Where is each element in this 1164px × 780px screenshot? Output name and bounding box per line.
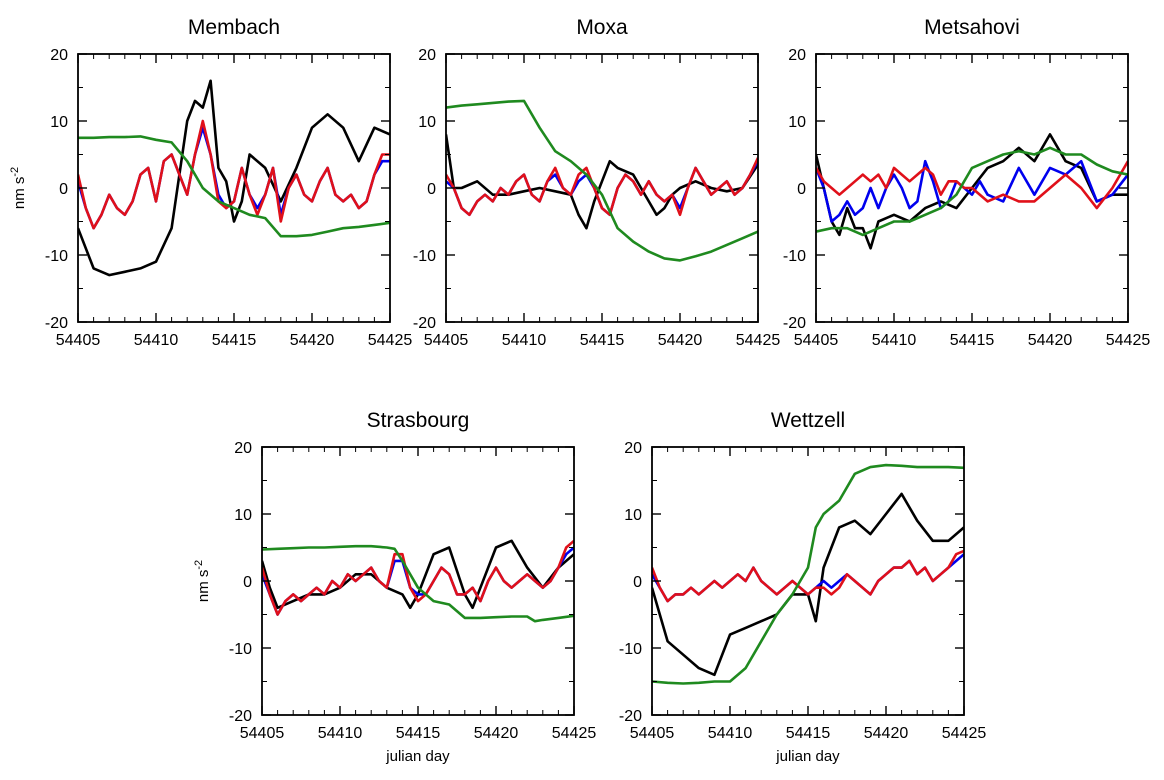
y-tick-label: -20 bbox=[413, 315, 436, 332]
x-tick-label: 54425 bbox=[942, 725, 987, 742]
y-tick-label: 0 bbox=[59, 181, 68, 198]
series-line-green bbox=[816, 146, 1128, 237]
y-tick-label: -10 bbox=[45, 248, 68, 265]
y-tick-label: -20 bbox=[229, 708, 252, 725]
x-tick-label: 54405 bbox=[424, 332, 469, 349]
series-line-red bbox=[816, 160, 1128, 210]
panel-strasbourg: Strasbourg 54405 54410 54415 54420 54425 -20 -1… bbox=[193, 409, 596, 765]
series-group bbox=[446, 99, 758, 262]
chart-title: Metsahovi bbox=[924, 16, 1020, 39]
x-tick-label: 54420 bbox=[658, 332, 703, 349]
x-tick-label: 54405 bbox=[630, 725, 675, 742]
y-tick-label: 20 bbox=[50, 47, 68, 64]
series-line-blue bbox=[816, 159, 1128, 223]
series-line-green bbox=[78, 135, 390, 238]
x-tick-label: 54405 bbox=[240, 725, 285, 742]
y-tick-label: 20 bbox=[624, 440, 642, 457]
series-line-green bbox=[652, 463, 964, 685]
plot-frame bbox=[77, 53, 391, 323]
x-tick-label: 54420 bbox=[1028, 332, 1073, 349]
x-tick-label: 54410 bbox=[134, 332, 179, 349]
x-tick-label: 54415 bbox=[396, 725, 441, 742]
y-tick-label: 10 bbox=[624, 507, 642, 524]
x-tick-label: 54425 bbox=[368, 332, 413, 349]
series-group bbox=[78, 79, 390, 277]
y-tick-label: 10 bbox=[234, 507, 252, 524]
y-axis-label: nm s-2 bbox=[193, 560, 212, 602]
x-tick-label: 54405 bbox=[794, 332, 839, 349]
x-tick-label: 54415 bbox=[580, 332, 625, 349]
x-tick-label: 54405 bbox=[56, 332, 101, 349]
y-tick-label: -10 bbox=[619, 641, 642, 658]
y-tick-label: 10 bbox=[50, 114, 68, 131]
x-tick-label: 54425 bbox=[1106, 332, 1151, 349]
series-line-black bbox=[652, 492, 964, 677]
series-line-blue bbox=[262, 546, 574, 616]
y-tick-label: -20 bbox=[45, 315, 68, 332]
series-line-black bbox=[78, 79, 390, 277]
series-group bbox=[262, 539, 574, 623]
series-line-red bbox=[652, 549, 964, 603]
x-tick-label: 54410 bbox=[502, 332, 547, 349]
y-axis-label: nm s-2 bbox=[9, 167, 28, 209]
series-line-red bbox=[446, 157, 758, 217]
x-tick-label: 54415 bbox=[950, 332, 995, 349]
plot-frame bbox=[651, 446, 965, 716]
y-tick-label: -20 bbox=[783, 315, 806, 332]
y-tick-label: 10 bbox=[788, 114, 806, 131]
y-tick-label: -10 bbox=[229, 641, 252, 658]
panel-metsahovi: Metsahovi 54405 54410 54415 54420 54425 -20 -10… bbox=[783, 16, 1150, 349]
panel-membach: Membach 54405 54410 54415 54420 54425 -20 -10 0 1… bbox=[9, 16, 412, 349]
x-tick-label: 54410 bbox=[708, 725, 753, 742]
chart-title: Wettzell bbox=[771, 409, 845, 432]
panel-moxa: Moxa 54405 54410 54415 54420 54425 -20 -10 0 10 20 bbox=[413, 16, 780, 349]
x-tick-label: 54410 bbox=[872, 332, 917, 349]
series-line-red bbox=[262, 539, 574, 616]
y-tick-label: 0 bbox=[243, 574, 252, 591]
series-line-black bbox=[446, 134, 758, 230]
x-axis-label: julian day bbox=[385, 748, 450, 765]
series-group bbox=[652, 463, 964, 685]
y-tick-label: -20 bbox=[619, 708, 642, 725]
chart-title: Moxa bbox=[576, 16, 628, 39]
y-tick-label: 20 bbox=[418, 47, 436, 64]
y-tick-label: 0 bbox=[427, 181, 436, 198]
x-tick-label: 54420 bbox=[290, 332, 335, 349]
x-tick-label: 54425 bbox=[736, 332, 781, 349]
y-tick-label: 20 bbox=[788, 47, 806, 64]
y-tick-label: 10 bbox=[418, 114, 436, 131]
y-tick-label: 20 bbox=[234, 440, 252, 457]
x-tick-label: 54420 bbox=[864, 725, 909, 742]
series-line-black bbox=[816, 133, 1128, 250]
y-tick-label: -10 bbox=[783, 248, 806, 265]
plot-frame bbox=[261, 446, 575, 716]
series-line-green bbox=[446, 99, 758, 262]
x-tick-label: 54415 bbox=[786, 725, 831, 742]
series-group bbox=[816, 133, 1128, 250]
y-tick-label: -10 bbox=[413, 248, 436, 265]
x-axis-label: julian day bbox=[775, 748, 840, 765]
x-tick-label: 54415 bbox=[212, 332, 257, 349]
x-tick-label: 54420 bbox=[474, 725, 519, 742]
x-tick-label: 54410 bbox=[318, 725, 363, 742]
panel-wettzell: Wettzell 54405 54410 54415 54420 54425 -20 -10 0… bbox=[619, 409, 986, 765]
series-line-green bbox=[262, 544, 574, 623]
x-tick-label: 54425 bbox=[552, 725, 597, 742]
chart-title: Membach bbox=[188, 16, 280, 39]
y-tick-label: 0 bbox=[633, 574, 642, 591]
series-line-red bbox=[78, 119, 390, 230]
y-tick-label: 0 bbox=[797, 181, 806, 198]
chart-title: Strasbourg bbox=[367, 409, 470, 432]
